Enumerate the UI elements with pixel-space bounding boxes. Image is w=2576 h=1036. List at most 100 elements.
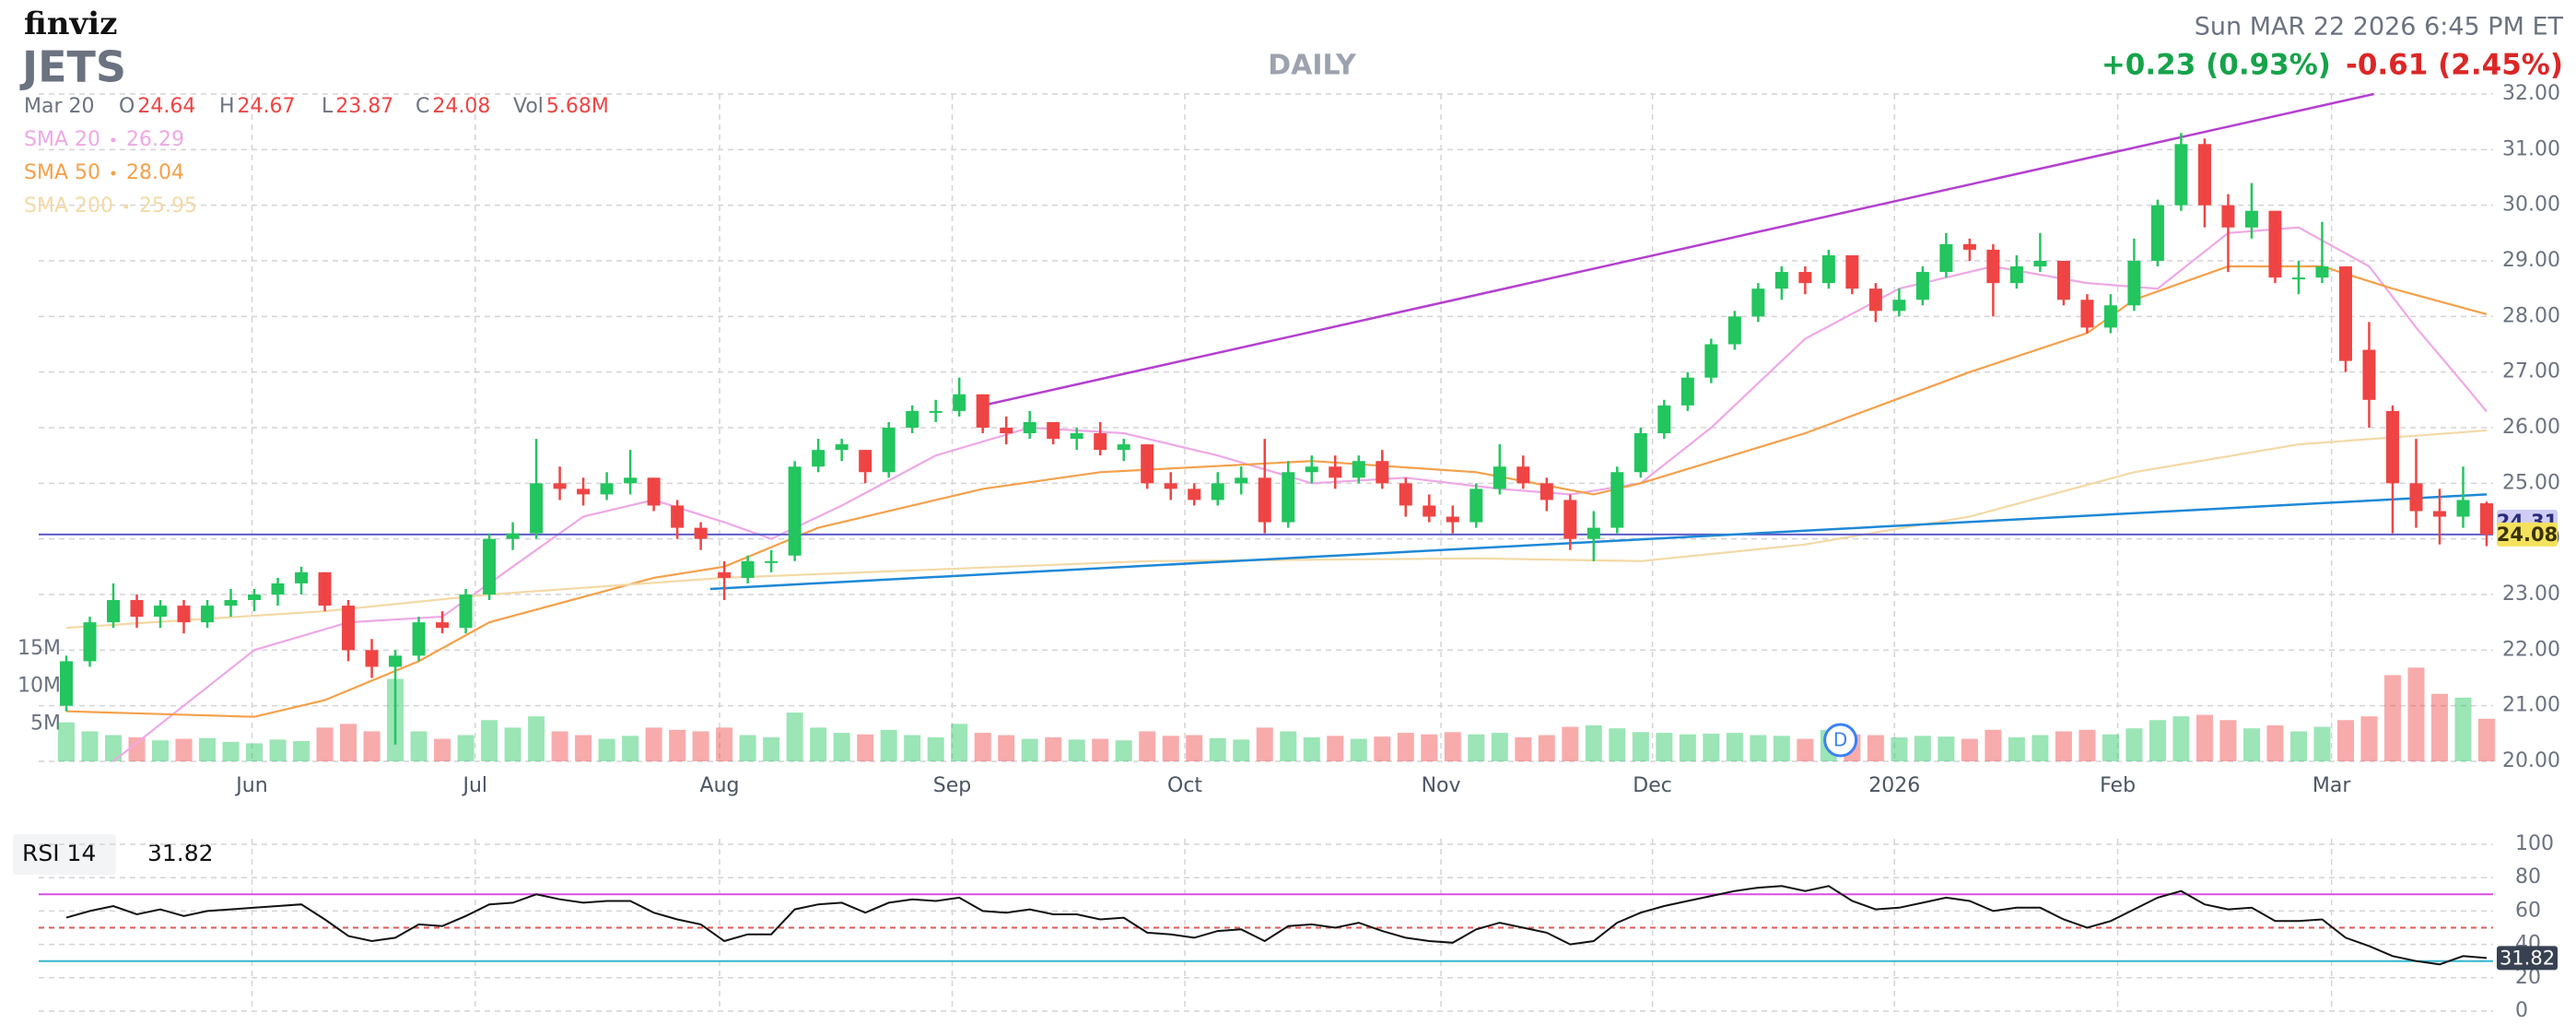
volume-bar — [1280, 731, 1297, 761]
ticker: JETS — [19, 42, 126, 92]
volume-bar — [2219, 720, 2237, 761]
candle-body — [2291, 277, 2305, 280]
x-tick-label: Jul — [462, 774, 488, 797]
volume-bar — [316, 727, 334, 761]
candle-body — [1633, 433, 1647, 473]
volume-bar — [1632, 732, 1649, 761]
candle-body — [1376, 461, 1389, 484]
candle-body — [1047, 421, 1060, 440]
volume-bar — [457, 735, 474, 761]
volume-bar — [2242, 728, 2260, 761]
day-change: -0.61 (2.45%) — [2346, 49, 2563, 82]
volume-bar — [2478, 718, 2495, 761]
candle-body — [1939, 243, 1953, 273]
x-tick-label: Dec — [1633, 774, 1672, 797]
candle-body — [2197, 144, 2211, 206]
candle-body — [1915, 272, 1929, 300]
y-tick-label: 28.00 — [2502, 304, 2560, 327]
candle-body — [412, 622, 426, 656]
candle-body — [154, 606, 168, 618]
candle-body — [201, 606, 215, 623]
volume-bar — [1397, 733, 1414, 761]
volume-bar — [1797, 738, 1814, 761]
candle-body — [318, 571, 332, 606]
volume-bar — [2055, 731, 2072, 761]
volume-bar — [128, 736, 146, 761]
candle-body — [2362, 349, 2376, 400]
candle-body — [1563, 500, 1577, 539]
candle-body — [1868, 288, 1882, 312]
volume-bar — [2078, 729, 2096, 761]
volume-bar — [81, 731, 99, 761]
rsi-value-box — [2497, 946, 2558, 971]
volume-tick-label: 5M — [30, 712, 61, 735]
volume-bar — [340, 724, 357, 761]
sma-legend-name: SMA 50 — [24, 161, 100, 184]
candle-body — [2456, 500, 2470, 517]
y-tick-label: 26.00 — [2502, 416, 2560, 439]
volume-bar — [880, 729, 897, 761]
volume-bar — [951, 724, 968, 761]
volume-bar — [1162, 736, 1179, 761]
legend-label: H — [219, 95, 235, 118]
volume-bar — [1726, 733, 1743, 761]
candle-body — [1023, 421, 1036, 434]
candle-body — [1798, 272, 1812, 284]
volume-bar — [2008, 736, 2025, 761]
rsi-tick-label: 60 — [2515, 899, 2541, 922]
volume-bar — [2102, 734, 2119, 761]
sma-legend-name: SMA 200 — [24, 194, 113, 218]
candle-body — [436, 622, 450, 629]
legend-value: 23.87 — [335, 95, 393, 118]
candle-body — [107, 600, 121, 623]
volume-bar — [2430, 693, 2448, 761]
legend-date: Mar 20 — [24, 95, 95, 118]
candle-body — [530, 483, 544, 534]
volume-bar — [2266, 724, 2284, 761]
candle-body — [506, 533, 520, 539]
volume-tick-label: 10M — [18, 675, 61, 698]
sma-legend-dot — [111, 171, 116, 176]
volume-bar — [1961, 738, 1978, 761]
logo[interactable]: finviz — [24, 6, 117, 42]
volume-bar — [105, 735, 123, 761]
volume-bar — [1233, 739, 1250, 761]
volume-bar — [2360, 716, 2378, 761]
volume-bar — [2289, 731, 2307, 761]
volume-bar — [1068, 739, 1085, 761]
candle-body — [130, 600, 144, 618]
volume-bar — [1891, 736, 1908, 761]
x-tick-label: Feb — [2100, 774, 2136, 797]
sma-legend-value: 25.95 — [139, 194, 197, 218]
candle-body — [1680, 377, 1694, 406]
volume-bar — [2149, 720, 2166, 761]
sma-line — [65, 429, 2488, 630]
timeframe[interactable]: DAILY — [1268, 50, 1357, 82]
volume-bar — [2313, 726, 2331, 761]
candle-body — [60, 661, 73, 706]
candle-body — [577, 489, 591, 495]
candle-body — [271, 583, 285, 595]
legend-value: 24.64 — [137, 95, 195, 118]
candle-body — [1610, 472, 1624, 528]
y-tick-label: 22.00 — [2502, 638, 2560, 661]
volume-bar — [1515, 736, 1532, 761]
volume-bar — [1914, 736, 1931, 761]
volume-bar — [2336, 720, 2354, 761]
rsi-tick-label: 80 — [2515, 865, 2541, 889]
candle-body — [2244, 210, 2258, 228]
x-tick-label: 2026 — [1868, 774, 1920, 797]
volume-bar — [2172, 716, 2190, 761]
candle-body — [1329, 466, 1342, 478]
volume-bar — [622, 736, 639, 761]
volume-bar — [1468, 734, 1485, 761]
datetime: Sun MAR 22 2026 6:45 PM ET — [2195, 13, 2564, 41]
candle-body — [1141, 444, 1154, 484]
candle-body — [2127, 261, 2141, 306]
volume-bar — [1092, 738, 1109, 761]
candle-body — [2268, 210, 2282, 278]
candle-body — [976, 394, 989, 428]
x-tick-label: Mar — [2313, 774, 2351, 797]
candle-body — [2385, 410, 2399, 484]
